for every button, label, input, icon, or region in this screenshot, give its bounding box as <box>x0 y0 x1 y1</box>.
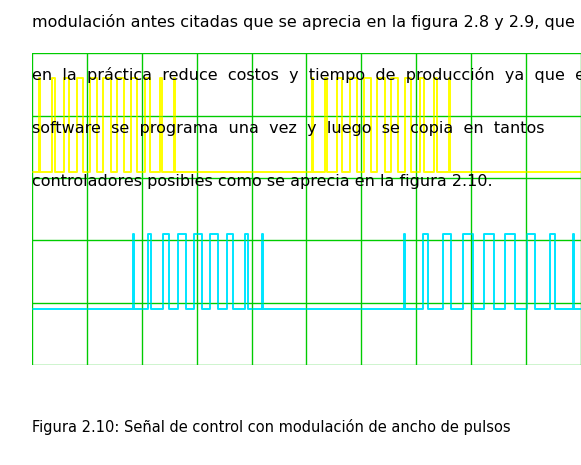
Text: software  se  programa  una  vez  y  luego  se  copia  en  tantos: software se programa una vez y luego se … <box>32 121 544 136</box>
Text: Figura 2.10: Señal de control con modulación de ancho de pulsos: Figura 2.10: Señal de control con modula… <box>32 418 511 434</box>
Text: controladores posibles como se aprecia en la figura 2.10.: controladores posibles como se aprecia e… <box>32 174 493 189</box>
Text: modulación antes citadas que se aprecia en la figura 2.8 y 2.9, que: modulación antes citadas que se aprecia … <box>32 14 575 30</box>
Text: en  la  práctica  reduce  costos  y  tiempo  de  producción  ya  que  el: en la práctica reduce costos y tiempo de… <box>32 67 581 83</box>
